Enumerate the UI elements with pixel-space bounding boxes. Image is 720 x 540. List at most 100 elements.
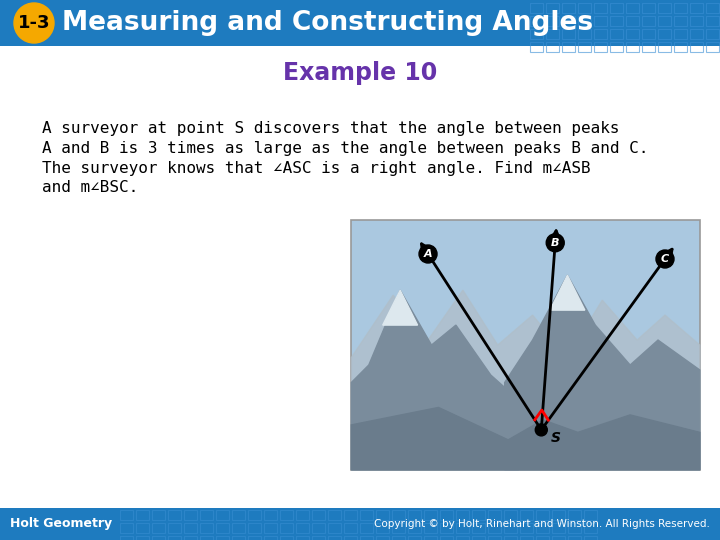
Bar <box>642 42 655 52</box>
Bar <box>504 510 517 520</box>
Bar <box>360 523 373 533</box>
Bar <box>120 510 133 520</box>
Bar <box>152 536 165 540</box>
Text: B: B <box>551 238 559 248</box>
Bar <box>488 523 501 533</box>
Bar <box>232 523 245 533</box>
Text: A: A <box>423 249 432 259</box>
Bar <box>440 510 453 520</box>
Bar <box>642 16 655 26</box>
Bar <box>216 523 229 533</box>
Bar <box>264 523 277 533</box>
Bar <box>232 510 245 520</box>
Bar <box>562 29 575 39</box>
Bar <box>392 523 405 533</box>
Bar <box>546 42 559 52</box>
Polygon shape <box>351 290 518 470</box>
Text: A and B is 3 times as large as the angle between peaks B and C.: A and B is 3 times as large as the angle… <box>42 140 649 156</box>
Bar <box>0 0 720 46</box>
Bar <box>264 510 277 520</box>
Polygon shape <box>351 290 700 470</box>
Bar <box>360 536 373 540</box>
Bar <box>658 29 671 39</box>
Text: The surveyor knows that ∠ASC is a right angle. Find m∠ASB: The surveyor knows that ∠ASC is a right … <box>42 160 590 176</box>
Bar <box>328 536 341 540</box>
Bar <box>610 42 623 52</box>
Bar <box>594 16 607 26</box>
Bar <box>296 536 309 540</box>
Bar <box>546 29 559 39</box>
Bar <box>280 523 293 533</box>
Bar <box>504 523 517 533</box>
Bar <box>690 29 703 39</box>
Bar <box>440 523 453 533</box>
Bar <box>184 536 197 540</box>
Bar <box>610 16 623 26</box>
Bar <box>472 523 485 533</box>
Bar <box>642 3 655 13</box>
Bar <box>706 16 719 26</box>
Bar <box>408 523 421 533</box>
Bar <box>200 523 213 533</box>
Bar <box>312 536 325 540</box>
Bar <box>136 523 149 533</box>
Circle shape <box>546 234 564 252</box>
Bar <box>584 510 597 520</box>
Text: Holt Geometry: Holt Geometry <box>10 517 112 530</box>
Bar <box>536 523 549 533</box>
Bar <box>152 510 165 520</box>
Bar <box>552 523 565 533</box>
Bar <box>200 536 213 540</box>
Bar <box>546 16 559 26</box>
Bar <box>248 510 261 520</box>
Text: C: C <box>661 254 669 264</box>
Bar <box>674 29 687 39</box>
Bar <box>424 536 437 540</box>
Polygon shape <box>383 290 418 325</box>
Bar <box>296 523 309 533</box>
Bar <box>168 510 181 520</box>
Bar <box>351 220 700 470</box>
Circle shape <box>14 3 54 43</box>
Circle shape <box>535 424 547 436</box>
Bar <box>658 16 671 26</box>
Bar <box>642 29 655 39</box>
Circle shape <box>656 250 674 268</box>
Bar <box>520 510 533 520</box>
Bar <box>546 3 559 13</box>
Bar <box>184 523 197 533</box>
Bar <box>584 523 597 533</box>
Bar <box>216 510 229 520</box>
Bar <box>232 536 245 540</box>
Bar <box>706 3 719 13</box>
Bar <box>168 536 181 540</box>
Circle shape <box>419 245 437 263</box>
Bar <box>216 536 229 540</box>
Bar <box>562 16 575 26</box>
Bar <box>584 536 597 540</box>
Bar <box>456 523 469 533</box>
Bar <box>690 3 703 13</box>
Text: S: S <box>550 431 560 445</box>
Polygon shape <box>505 275 700 470</box>
Bar <box>424 510 437 520</box>
Bar <box>376 536 389 540</box>
Bar <box>472 510 485 520</box>
Bar <box>440 536 453 540</box>
Bar <box>562 42 575 52</box>
Bar <box>658 3 671 13</box>
Bar <box>536 510 549 520</box>
Bar <box>344 523 357 533</box>
Bar <box>344 536 357 540</box>
Bar <box>248 536 261 540</box>
Bar <box>136 536 149 540</box>
Bar <box>328 523 341 533</box>
Bar <box>424 523 437 533</box>
Text: Measuring and Constructing Angles: Measuring and Constructing Angles <box>62 10 593 36</box>
Bar <box>456 536 469 540</box>
Bar <box>152 523 165 533</box>
Bar <box>530 29 543 39</box>
Bar <box>264 536 277 540</box>
Bar <box>296 510 309 520</box>
Bar <box>562 3 575 13</box>
